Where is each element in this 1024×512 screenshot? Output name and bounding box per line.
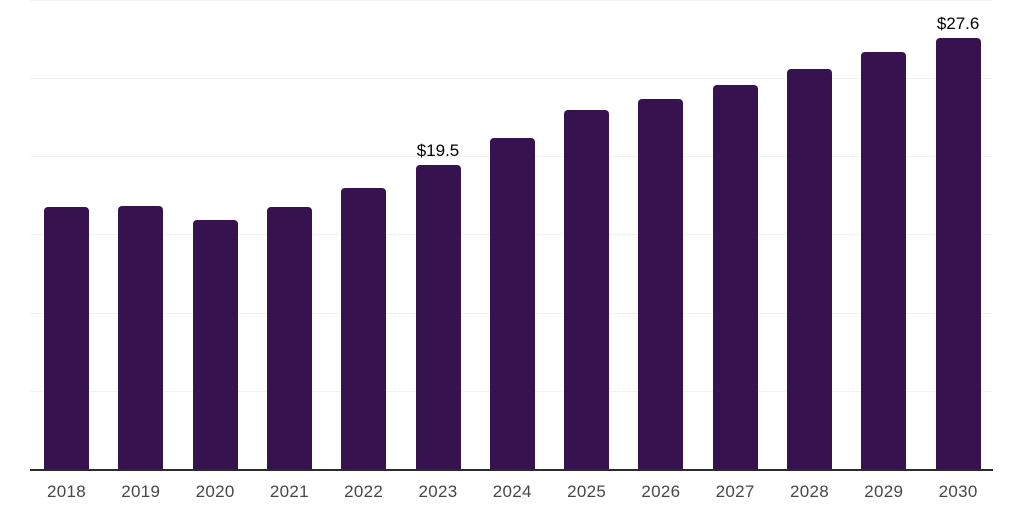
x-tick-label-2025: 2025 <box>567 482 607 501</box>
x-tick-label-2021: 2021 <box>269 482 309 501</box>
bar-2019 <box>118 205 164 470</box>
x-tick-label-2023: 2023 <box>418 482 458 501</box>
x-axis-line <box>30 469 993 471</box>
x-tick-label-2030: 2030 <box>938 482 978 501</box>
x-tick-label-2020: 2020 <box>195 482 235 501</box>
data-label-2030: $27.6 <box>936 14 980 34</box>
bar-2030 <box>935 38 981 470</box>
x-tick-label-2022: 2022 <box>344 482 384 501</box>
gridline <box>30 77 993 79</box>
x-tick-label-2019: 2019 <box>121 482 161 501</box>
x-tick-label-2027: 2027 <box>715 482 755 501</box>
bar-2029 <box>861 52 907 470</box>
x-tick-label-2024: 2024 <box>492 482 532 501</box>
plot-area: $19.5 $27.6 <box>30 0 993 471</box>
x-tick-label-2029: 2029 <box>864 482 904 501</box>
data-label-2023: $19.5 <box>416 140 460 160</box>
bar-2025 <box>564 110 610 470</box>
bar-2021 <box>266 207 312 470</box>
x-tick-label-2018: 2018 <box>46 482 87 501</box>
bar-2027 <box>712 85 758 470</box>
bar-2023 <box>415 164 461 470</box>
bar-2018 <box>44 207 89 470</box>
bar-2020 <box>192 219 238 470</box>
bar-2024 <box>489 138 535 470</box>
bar-2026 <box>638 99 684 470</box>
x-tick-label-2026: 2026 <box>641 482 681 501</box>
bar-2028 <box>787 69 832 470</box>
gridline <box>30 0 993 1</box>
bar-2022 <box>341 188 387 470</box>
x-tick-label-2028: 2028 <box>789 482 830 501</box>
